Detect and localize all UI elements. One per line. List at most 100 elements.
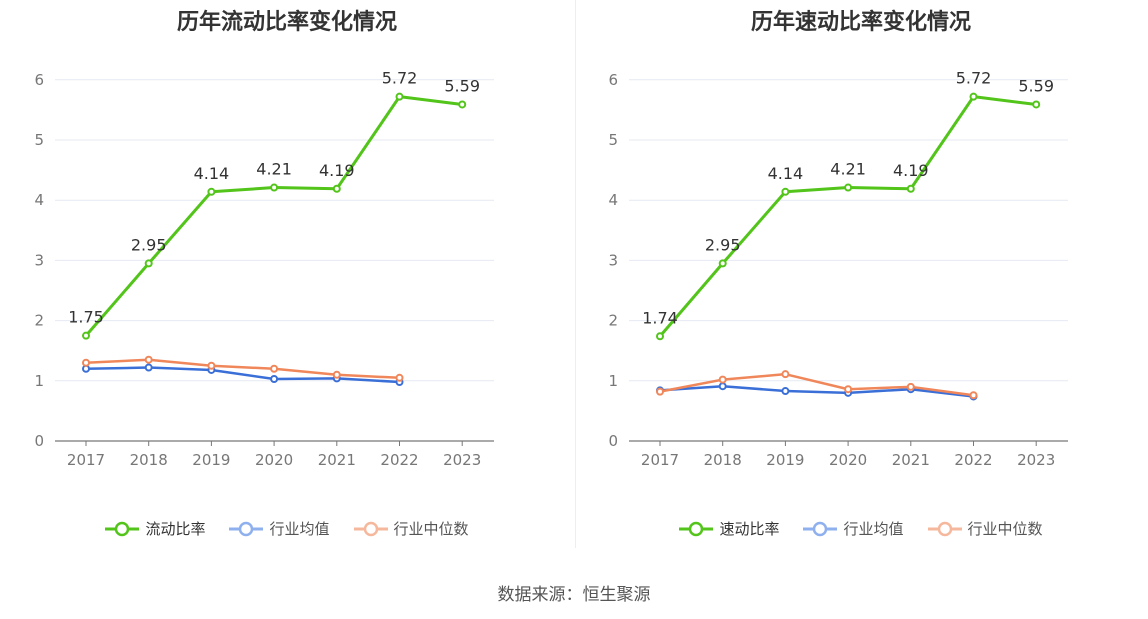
x-tick-label: 2020	[255, 451, 293, 469]
data-point	[270, 183, 279, 192]
line-chart-current-ratio: 0 1 2 3 4 5 6 2017 2018 2019 2020 2021 2022 2023 1.75 2…	[34, 69, 494, 469]
series-line	[85, 358, 400, 380]
data-point	[82, 331, 90, 340]
x-tick-label: 2021	[318, 451, 356, 469]
data-point	[144, 355, 153, 364]
data-point	[844, 183, 853, 192]
data-label: 4.19	[319, 161, 355, 180]
data-point	[969, 92, 978, 101]
legend-marker-icon	[105, 521, 140, 536]
data-point	[144, 259, 153, 268]
legend-label: 行业中位数	[393, 520, 469, 538]
x-tick-label: 2021	[892, 451, 930, 469]
legend-label: 行业均值	[843, 520, 904, 538]
line-chart-quick-ratio: 0 1 2 3 4 5 6 2017 2018 2019 2020 2021 2022 2023 1.74 2…	[608, 69, 1068, 469]
data-point	[656, 332, 664, 341]
series-line	[659, 372, 974, 397]
y-tick-label: 6	[34, 71, 44, 89]
y-tick-label: 5	[34, 131, 44, 149]
data-point	[781, 387, 790, 396]
data-point	[270, 374, 279, 383]
data-point	[82, 358, 90, 367]
data-point	[270, 364, 279, 373]
legend-item[interactable]: 行业中位数	[927, 518, 1043, 539]
data-label: 2.95	[131, 235, 167, 254]
x-tick-label: 2023	[443, 451, 481, 469]
data-label: 4.14	[768, 164, 804, 183]
data-source-note: 数据来源：恒生聚源	[497, 585, 651, 605]
data-point	[458, 100, 467, 109]
legend-marker-icon	[803, 521, 838, 536]
legend-item[interactable]: 行业均值	[803, 518, 904, 539]
data-label: 1.75	[68, 308, 104, 327]
legend-item[interactable]: 行业均值	[229, 518, 330, 539]
data-label: 5.59	[444, 76, 480, 95]
data-point	[207, 187, 216, 196]
data-label: 4.21	[830, 160, 866, 179]
y-tick-label: 1	[608, 372, 618, 390]
x-tick-label: 2019	[192, 451, 230, 469]
x-tick-label: 2022	[380, 451, 418, 469]
data-label: 4.14	[194, 164, 230, 183]
legend-item[interactable]: 速动比率	[679, 518, 779, 539]
x-tick-label: 2018	[704, 451, 742, 469]
y-tick-label: 3	[608, 251, 618, 269]
x-tick-label: 2023	[1017, 451, 1055, 469]
y-tick-label: 0	[608, 432, 618, 450]
y-tick-label: 2	[34, 312, 44, 330]
data-point	[906, 382, 915, 391]
data-point	[207, 361, 216, 370]
legend: 速动比率 行业均值 行业中位数	[574, 518, 1148, 539]
data-point	[332, 370, 341, 379]
legend: 流动比率 行业均值 行业中位数	[0, 518, 574, 539]
legend-marker-icon	[229, 521, 264, 536]
data-label: 2.95	[705, 235, 741, 254]
series-line	[84, 95, 463, 337]
x-tick-label: 2018	[130, 451, 168, 469]
data-point	[656, 387, 664, 396]
y-tick-label: 4	[34, 191, 44, 209]
y-tick-label: 0	[34, 432, 44, 450]
x-tick-label: 2022	[954, 451, 992, 469]
data-point	[718, 375, 727, 384]
data-point	[781, 187, 790, 196]
data-label: 4.19	[893, 161, 929, 180]
x-tick-label: 2017	[641, 451, 679, 469]
data-label: 1.74	[642, 308, 678, 327]
legend-marker-icon	[679, 521, 714, 536]
x-tick-label: 2017	[67, 451, 105, 469]
legend-label: 流动比率	[145, 520, 206, 538]
data-point	[844, 385, 853, 394]
data-label: 5.72	[382, 69, 418, 88]
data-point	[395, 373, 404, 382]
y-tick-label: 6	[608, 71, 618, 89]
y-tick-label: 5	[608, 131, 618, 149]
y-tick-label: 4	[608, 191, 618, 209]
x-tick-label: 2019	[766, 451, 804, 469]
data-label: 5.72	[956, 69, 992, 88]
data-point	[906, 184, 915, 193]
data-point	[1032, 100, 1041, 109]
legend-item[interactable]: 流动比率	[105, 518, 205, 539]
panel-divider	[575, 0, 576, 548]
legend-item[interactable]: 行业中位数	[353, 518, 469, 539]
data-label: 5.59	[1018, 76, 1054, 95]
legend-marker-icon	[927, 521, 962, 536]
data-point	[718, 259, 727, 268]
legend-label: 行业中位数	[967, 520, 1043, 538]
data-point	[781, 370, 790, 379]
y-tick-label: 3	[34, 251, 44, 269]
data-point	[718, 382, 727, 391]
x-tick-label: 2020	[829, 451, 867, 469]
legend-label: 速动比率	[719, 520, 780, 538]
legend-label: 行业均值	[269, 520, 330, 538]
data-label: 4.21	[256, 160, 292, 179]
series-line	[85, 366, 400, 384]
chart-title: 历年速动比率变化情况	[750, 10, 971, 35]
data-point	[969, 391, 978, 400]
data-point	[144, 363, 153, 372]
chart-panel-current-ratio: 历年流动比率变化情况 0 1 2 3 4 5 6 2017 2018 2019 2020 2021 20…	[0, 0, 574, 560]
legend-marker-icon	[353, 521, 388, 536]
series-line	[659, 384, 974, 398]
data-point	[332, 184, 341, 193]
